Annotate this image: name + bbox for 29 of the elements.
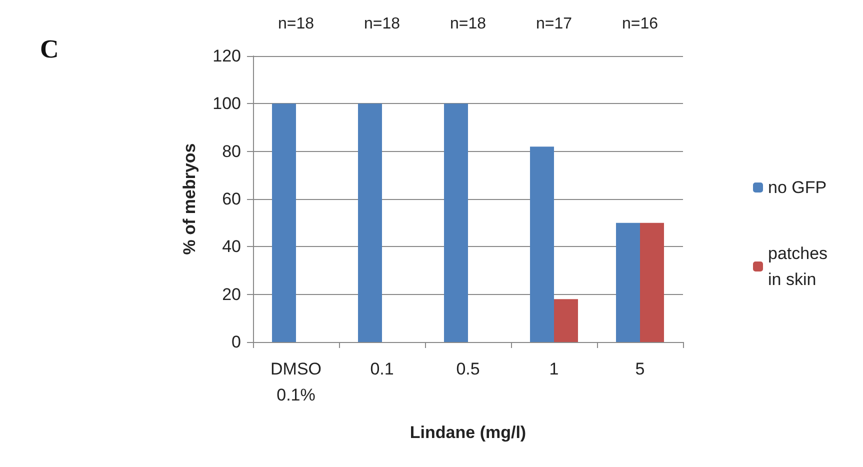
legend-label: no GFP [768,178,827,197]
bar [640,222,664,342]
y-tick-label: 80 [222,142,241,161]
bar [358,104,382,342]
y-tick-label: 120 [212,46,241,66]
text: n=17 [536,16,572,32]
x-tick-label: 0.1 [370,360,394,378]
text: C [40,34,59,64]
x-tick-label: DMSO 0.1% [270,360,322,404]
text: n=18 [450,16,486,32]
text: n=16 [622,16,658,32]
x-tick-label: 5 [635,360,645,378]
x-axis-title: Lindane (mg/l) [410,423,526,442]
y-tick-label: 60 [222,190,241,208]
y-tick-label: 20 [222,284,241,304]
text: n=18 [364,16,400,32]
x-tick-label: 1 [549,360,559,378]
y-axis-title: % of mebryos [180,143,199,255]
bar [616,222,640,342]
text: n=18 [278,16,314,32]
bar [444,104,468,342]
y-tick-label: 0 [232,332,241,352]
bar [530,146,554,342]
bar [554,299,578,342]
bar [272,104,296,342]
y-tick-label: 100 [212,94,241,114]
y-tick-label: 40 [222,237,241,256]
x-tick-label: 0.5 [456,360,480,378]
legend-label: patches in skin [768,244,832,289]
